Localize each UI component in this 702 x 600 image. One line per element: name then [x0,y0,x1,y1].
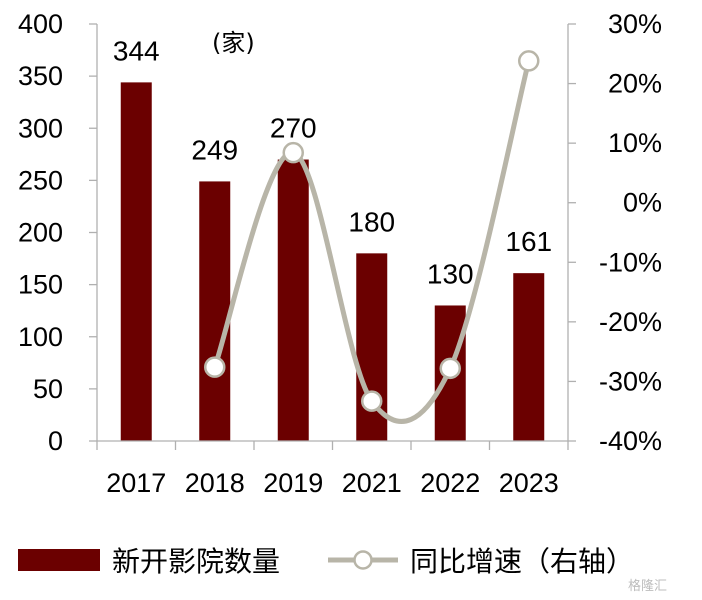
growth-point-2023 [518,50,540,72]
y-right-tick-label: -40% [599,426,662,456]
legend-label-line: 同比增速（右轴） [410,545,634,578]
growth-point-2019 [282,141,304,164]
y-left-tick-label: 400 [18,9,63,39]
y-right-tick-label: -20% [599,307,662,337]
axes-layer: 0 50 100 150 200 250 300 350 400 -40% -30% -20% -10%… [18,9,662,498]
y-right-tick-label: -10% [599,247,662,277]
bar-value-label-2019: 270 [270,113,317,144]
x-tick-label-2019: 2019 [263,468,323,498]
unit-label: (家) [212,29,255,57]
line-layer [204,50,540,424]
bar-2023 [513,273,545,441]
bar-value-label-2023: 161 [505,226,552,257]
legend-label-bar: 新开影院数量 [112,545,280,578]
y-right-tick-label: 20% [608,69,662,99]
labels-layer: 344 249 270 180 130 161 [113,35,552,289]
watermark: 格隆汇 [628,578,667,594]
x-tick-label-2018: 2018 [185,468,245,498]
x-tick-label-2022: 2022 [420,468,480,498]
bar-value-label-2018: 249 [191,134,238,165]
bar-value-label-2017: 344 [113,35,160,66]
y-left-tick-label: 200 [18,218,63,248]
y-left-tick-label: 150 [18,270,63,300]
legend-swatch-bar [18,549,100,571]
bar-2017 [120,82,152,441]
y-right-tick-label: -30% [599,366,662,396]
x-tick-label-2021: 2021 [342,468,402,498]
y-left-tick-label: 0 [48,426,63,456]
bar-2019 [277,159,309,441]
bar-2018 [199,181,231,442]
y-left-tick-label: 300 [18,113,63,143]
bar-value-label-2021: 180 [348,206,395,237]
y-right-tick-label: 30% [608,9,662,39]
bar-value-label-2022: 130 [427,258,474,289]
growth-point-2018 [204,356,226,378]
growth-point-2022 [439,357,461,380]
y-left-tick-label: 350 [18,61,63,91]
growth-point-2021 [361,390,383,412]
y-right-tick-label: 10% [608,128,662,158]
y-left-tick-label: 50 [33,374,63,404]
legend-swatch-marker [353,550,373,570]
x-tick-label-2017: 2017 [106,468,166,498]
y-right-tick-label: 0% [623,188,662,218]
x-tick-label-2023: 2023 [499,468,559,498]
y-left-tick-label: 100 [18,322,63,352]
legend: 新开影院数量 同比增速（右轴） [18,545,634,578]
y-left-tick-label: 250 [18,165,63,195]
